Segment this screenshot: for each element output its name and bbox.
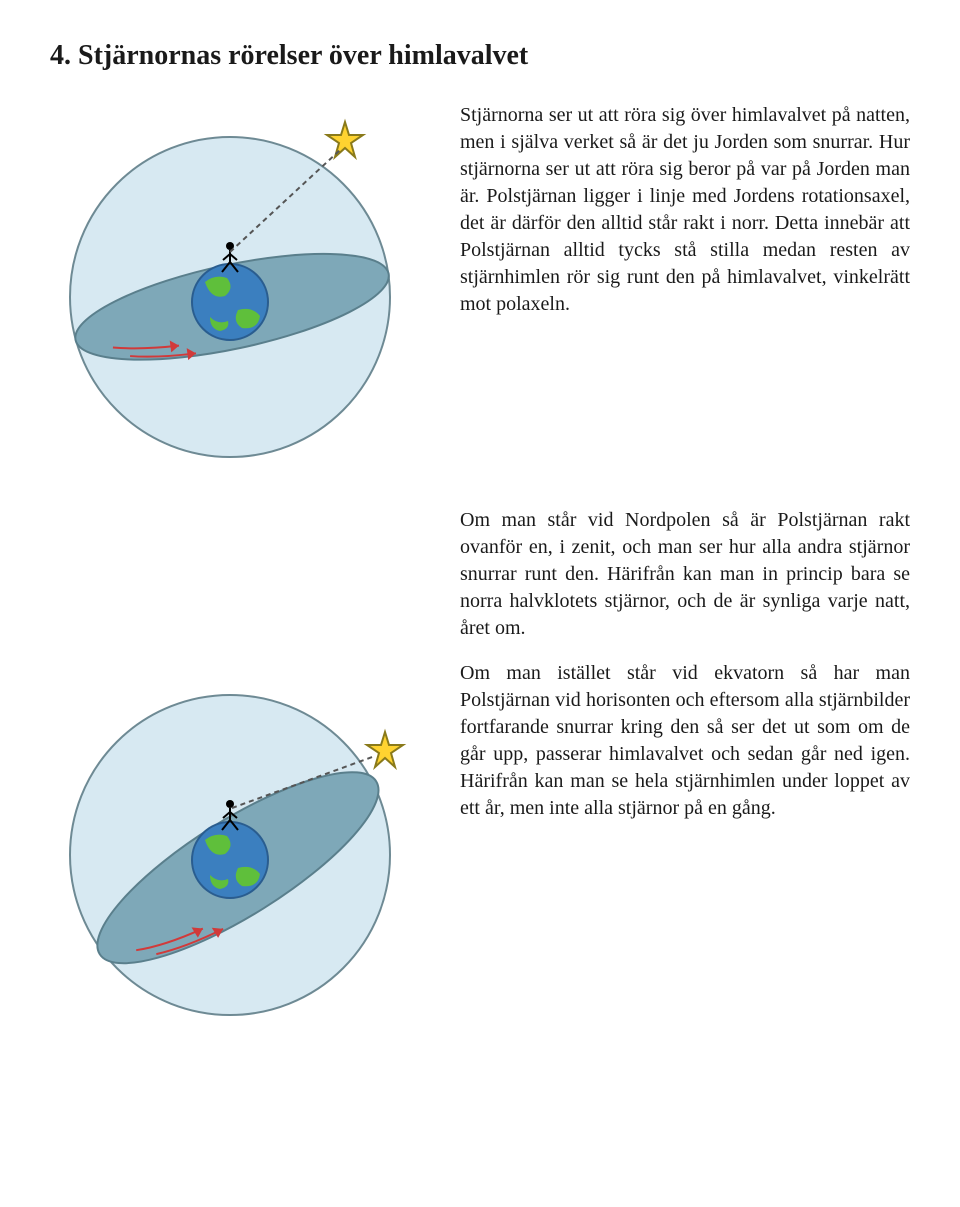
text-para3: Om man istället står vid ekvatorn så har… bbox=[460, 660, 910, 840]
diagram-northpole bbox=[50, 102, 430, 467]
row-equator: Om man istället står vid ekvatorn så har… bbox=[50, 660, 910, 1025]
paragraph-2: Om man står vid Nordpolen så är Polstjär… bbox=[460, 507, 910, 642]
celestial-sphere-equator bbox=[50, 660, 430, 1020]
diagram-equator bbox=[50, 660, 430, 1025]
page-title: 4. Stjärnornas rörelser över himlavalvet bbox=[50, 40, 910, 72]
text-para1: Stjärnorna ser ut att röra sig över himl… bbox=[460, 102, 910, 336]
paragraph-3: Om man istället står vid ekvatorn så har… bbox=[460, 660, 910, 822]
row-northpole: Stjärnorna ser ut att röra sig över himl… bbox=[50, 102, 910, 467]
text-para2: Om man står vid Nordpolen så är Polstjär… bbox=[460, 507, 910, 642]
celestial-sphere-northpole bbox=[50, 102, 430, 462]
paragraph-1: Stjärnorna ser ut att röra sig över himl… bbox=[460, 102, 910, 318]
